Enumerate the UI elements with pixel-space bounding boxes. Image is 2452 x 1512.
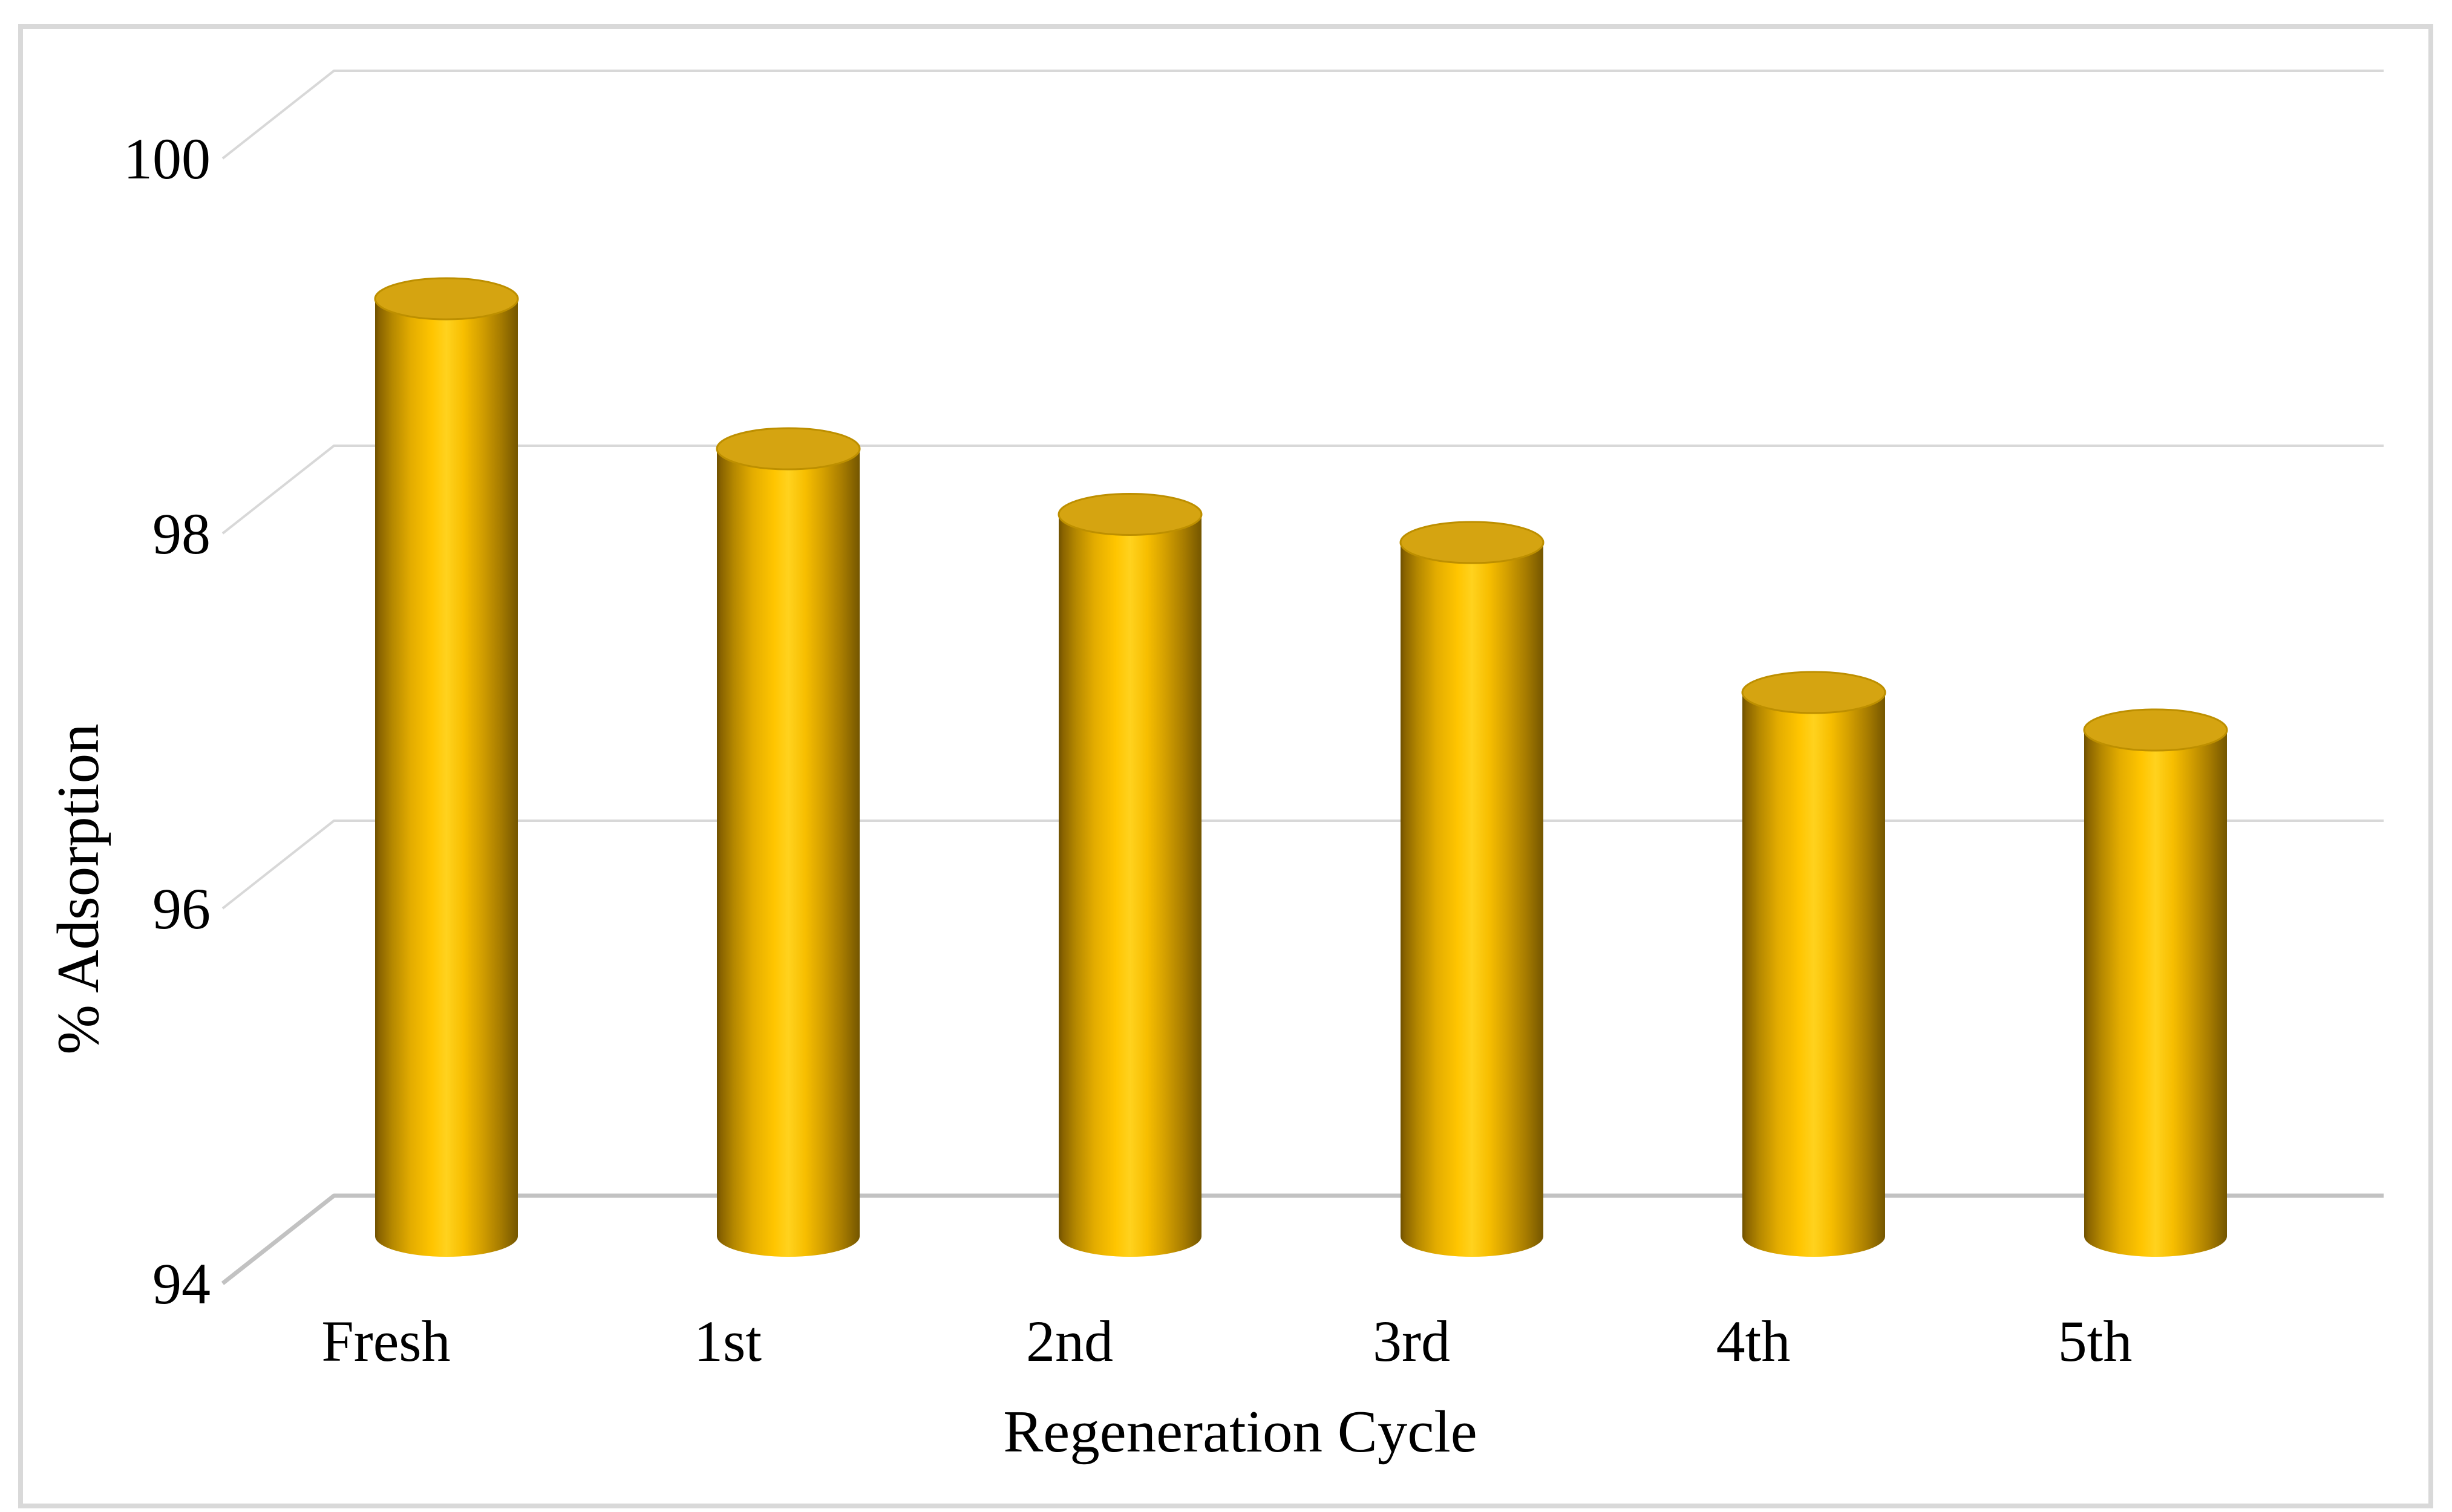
x-axis-category-labels: Fresh 1st 2nd 3rd 4th 5th	[321, 1309, 2132, 1374]
bar-top-2nd	[1058, 493, 1203, 536]
bar-top-5th	[2083, 708, 2228, 752]
y-tick-label-94: 94	[152, 1251, 211, 1316]
category-label-fresh: Fresh	[321, 1309, 450, 1374]
bar-cylinder-fresh	[375, 299, 518, 1257]
bar-cylinder-5th	[2084, 730, 2227, 1257]
y-tick-label-98: 98	[152, 501, 211, 566]
y-tick-label-96: 96	[152, 876, 211, 941]
gridline-98	[221, 445, 2384, 535]
y-axis-title: % Adsorption	[45, 723, 111, 1054]
category-label-1st: 1st	[694, 1309, 762, 1374]
x-axis-title: Regeneration Cycle	[1003, 1399, 1477, 1465]
y-axis-tick-labels: 100 98 96 94	[123, 126, 211, 1316]
bar-cylinder-2nd	[1059, 514, 1201, 1257]
category-label-3rd: 3rd	[1373, 1309, 1450, 1374]
bar-top-3rd	[1399, 521, 1545, 564]
bar-top-fresh	[374, 277, 519, 321]
category-label-4th: 4th	[1716, 1309, 1791, 1374]
gridlines	[221, 70, 2384, 1285]
category-label-2nd: 2nd	[1026, 1309, 1113, 1374]
gridline-100	[221, 70, 2384, 160]
bar-top-4th	[1741, 671, 1886, 714]
bar-top-1st	[716, 427, 861, 471]
bar-series	[374, 277, 2228, 1257]
y-tick-label-100: 100	[123, 126, 211, 191]
bar-cylinder-1st	[717, 449, 860, 1257]
bar-cylinder-3rd	[1401, 543, 1543, 1257]
gridline-94	[221, 1193, 2384, 1285]
gridline-96	[221, 820, 2384, 910]
chart-border	[18, 24, 2433, 1508]
bar-cylinder-4th	[1742, 692, 1885, 1257]
category-label-5th: 5th	[2058, 1309, 2133, 1374]
